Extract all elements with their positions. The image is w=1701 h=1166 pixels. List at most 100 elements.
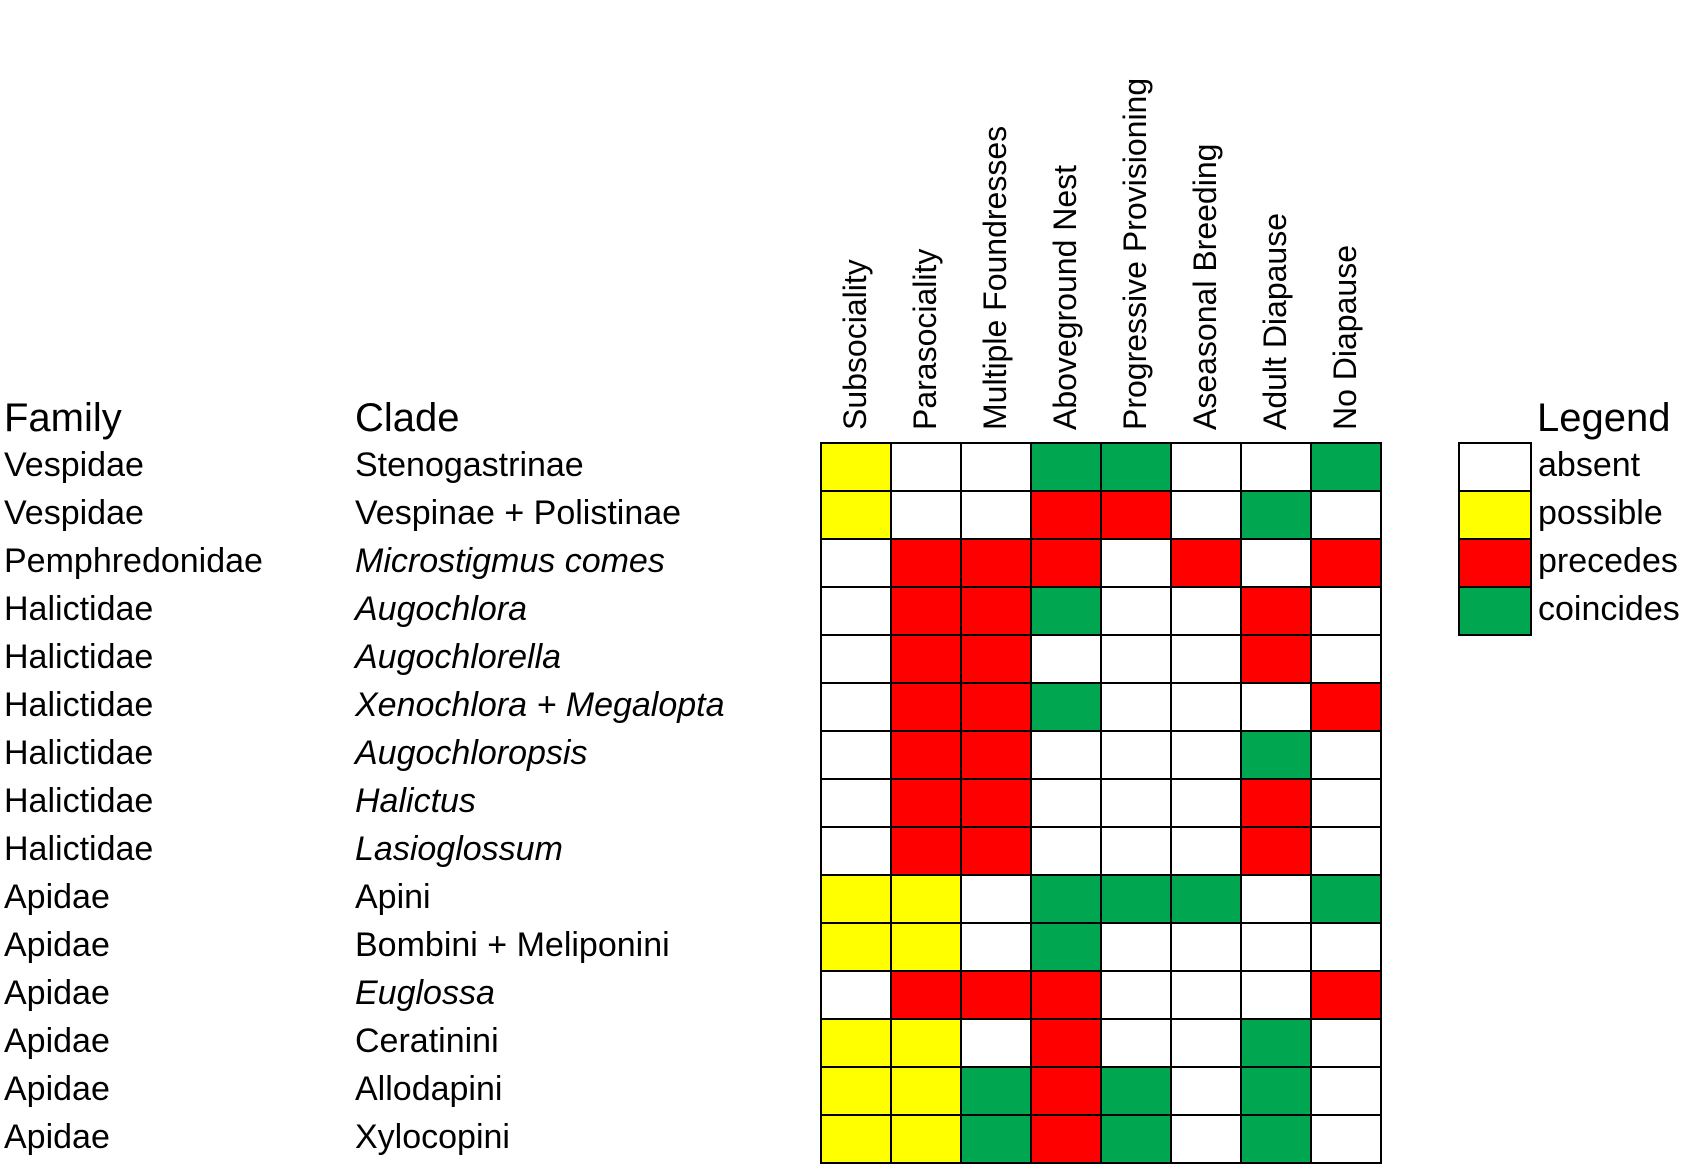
heatmap-cell-subsociality [820, 1018, 892, 1068]
row-family-label: Halictidae [4, 590, 154, 628]
heatmap-cell-adult-diapause [1240, 778, 1312, 828]
heatmap-cell-no-diapause [1310, 778, 1382, 828]
row-clade-label: Xylocopini [355, 1118, 510, 1156]
heatmap-cell-adult-diapause [1240, 1114, 1312, 1164]
heatmap-cell-aboveground-nest [1030, 490, 1102, 540]
row-family-label: Vespidae [4, 446, 144, 484]
heatmap-cell-aboveground-nest [1030, 538, 1102, 588]
heatmap-cell-subsociality [820, 1066, 892, 1116]
row-family-label: Apidae [4, 1022, 110, 1060]
legend-swatch-coincides [1458, 586, 1532, 636]
heatmap-cell-parasociality [890, 538, 962, 588]
heatmap-cell-multiple-foundresses [960, 874, 1032, 924]
heatmap-cell-aboveground-nest [1030, 682, 1102, 732]
row-family-label: Apidae [4, 1070, 110, 1108]
row-clade-label: Augochlorella [355, 638, 562, 676]
heatmap-cell-multiple-foundresses [960, 1018, 1032, 1068]
row-clade-label: Xenochlora + Megalopta [355, 686, 725, 724]
heatmap-cell-progressive-provisioning [1100, 1114, 1172, 1164]
heatmap-cell-aboveground-nest [1030, 730, 1102, 780]
heatmap-cell-subsociality [820, 634, 892, 684]
heatmap-cell-subsociality [820, 586, 892, 636]
heatmap-cell-progressive-provisioning [1100, 442, 1172, 492]
heatmap-cell-adult-diapause [1240, 1066, 1312, 1116]
heatmap-cell-subsociality [820, 442, 892, 492]
heatmap-cell-parasociality [890, 1114, 962, 1164]
column-label-adult-diapause: Adult Diapause [1257, 212, 1293, 430]
heatmap-cell-parasociality [890, 970, 962, 1020]
row-clade-label: Augochlora [355, 590, 528, 628]
heatmap-cell-adult-diapause [1240, 442, 1312, 492]
heatmap-cell-subsociality [820, 490, 892, 540]
heatmap-cell-multiple-foundresses [960, 1114, 1032, 1164]
heatmap-cell-multiple-foundresses [960, 634, 1032, 684]
column-label-no-diapause: No Diapause [1327, 245, 1363, 430]
heatmap-cell-adult-diapause [1240, 490, 1312, 540]
row-family-label: Halictidae [4, 734, 154, 772]
column-label-multiple-foundresses: Multiple Foundresses [977, 125, 1013, 430]
heatmap-cell-adult-diapause [1240, 922, 1312, 972]
heatmap-cell-aseasonal-breeding [1170, 586, 1242, 636]
heatmap-cell-subsociality [820, 778, 892, 828]
heatmap-cell-progressive-provisioning [1100, 874, 1172, 924]
heatmap-cell-aboveground-nest [1030, 922, 1102, 972]
legend-label-possible: possible [1538, 494, 1663, 532]
column-label-aboveground-nest: Aboveground Nest [1047, 164, 1083, 430]
heatmap-cell-aseasonal-breeding [1170, 922, 1242, 972]
family-header: Family [4, 396, 122, 440]
heatmap-cell-aboveground-nest [1030, 586, 1102, 636]
heatmap-cell-progressive-provisioning [1100, 922, 1172, 972]
heatmap-cell-aboveground-nest [1030, 1066, 1102, 1116]
heatmap-cell-aseasonal-breeding [1170, 1018, 1242, 1068]
heatmap-cell-multiple-foundresses [960, 826, 1032, 876]
row-family-label: Pemphredonidae [4, 542, 263, 580]
heatmap-cell-progressive-provisioning [1100, 490, 1172, 540]
row-clade-label: Allodapini [355, 1070, 503, 1108]
heatmap-cell-aseasonal-breeding [1170, 1066, 1242, 1116]
heatmap-cell-aseasonal-breeding [1170, 874, 1242, 924]
heatmap-cell-multiple-foundresses [960, 538, 1032, 588]
legend-swatch-possible [1458, 490, 1532, 540]
heatmap-cell-multiple-foundresses [960, 1066, 1032, 1116]
heatmap-cell-parasociality [890, 1066, 962, 1116]
heatmap-cell-parasociality [890, 730, 962, 780]
heatmap-cell-adult-diapause [1240, 1018, 1312, 1068]
heatmap-cell-progressive-provisioning [1100, 730, 1172, 780]
row-family-label: Halictidae [4, 638, 154, 676]
heatmap-cell-parasociality [890, 874, 962, 924]
row-clade-label: Halictus [355, 782, 476, 820]
legend-label-absent: absent [1538, 446, 1641, 484]
heatmap-cell-multiple-foundresses [960, 490, 1032, 540]
column-label-parasociality: Parasociality [907, 248, 943, 430]
legend-swatch-precedes [1458, 538, 1532, 588]
heatmap-cell-no-diapause [1310, 826, 1382, 876]
heatmap-cell-multiple-foundresses [960, 730, 1032, 780]
heatmap-cell-parasociality [890, 778, 962, 828]
heatmap-cell-parasociality [890, 1018, 962, 1068]
heatmap-cell-aseasonal-breeding [1170, 538, 1242, 588]
heatmap-cell-parasociality [890, 490, 962, 540]
heatmap-cell-aboveground-nest [1030, 1114, 1102, 1164]
row-family-label: Apidae [4, 926, 110, 964]
heatmap-cell-progressive-provisioning [1100, 778, 1172, 828]
row-clade-label: Microstigmus comes [355, 542, 665, 580]
row-family-label: Apidae [4, 974, 110, 1012]
heatmap-cell-subsociality [820, 1114, 892, 1164]
heatmap-cell-progressive-provisioning [1100, 682, 1172, 732]
heatmap-cell-adult-diapause [1240, 826, 1312, 876]
row-clade-label: Lasioglossum [355, 830, 563, 868]
heatmap-cell-adult-diapause [1240, 970, 1312, 1020]
heatmap-cell-aseasonal-breeding [1170, 682, 1242, 732]
heatmap-cell-no-diapause [1310, 538, 1382, 588]
heatmap-cell-aboveground-nest [1030, 826, 1102, 876]
heatmap-cell-progressive-provisioning [1100, 538, 1172, 588]
row-clade-label: Ceratinini [355, 1022, 499, 1060]
heatmap-cell-adult-diapause [1240, 682, 1312, 732]
heatmap-cell-multiple-foundresses [960, 922, 1032, 972]
heatmap-cell-parasociality [890, 442, 962, 492]
heatmap-cell-subsociality [820, 874, 892, 924]
heatmap-cell-no-diapause [1310, 730, 1382, 780]
heatmap-cell-adult-diapause [1240, 634, 1312, 684]
heatmap-cell-subsociality [820, 682, 892, 732]
row-family-label: Apidae [4, 878, 110, 916]
